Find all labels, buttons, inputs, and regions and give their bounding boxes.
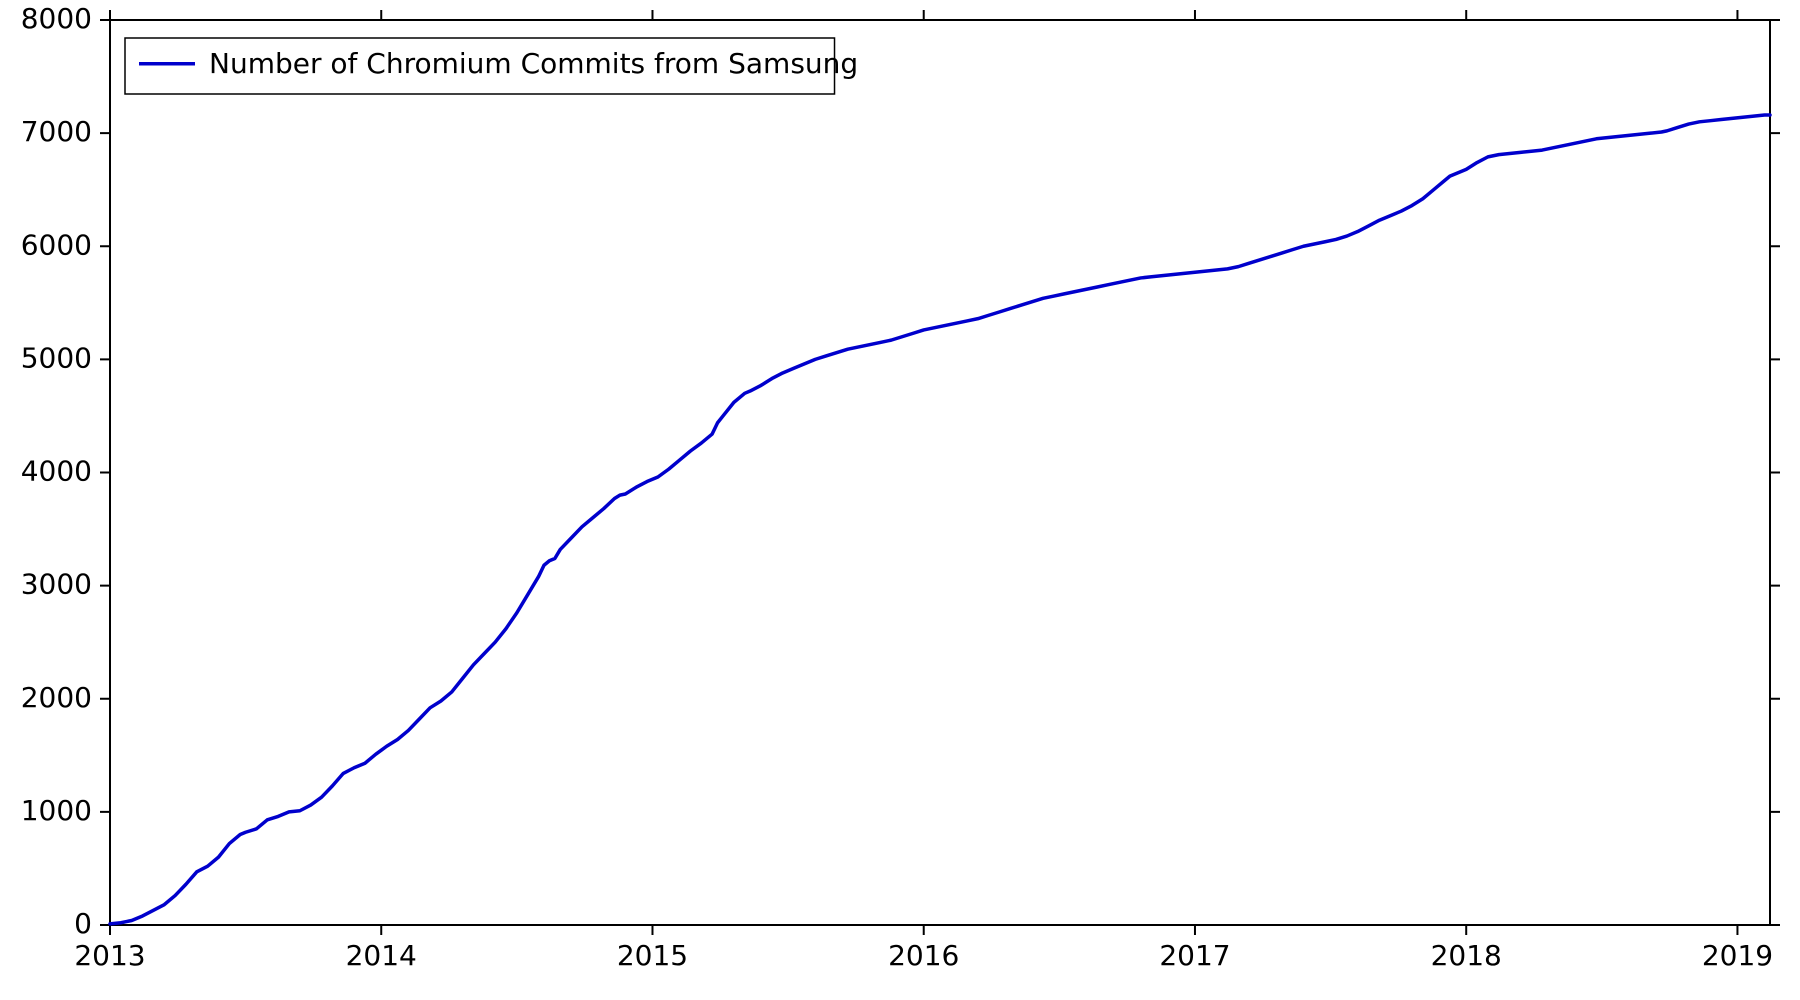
y-tick-label: 2000: [21, 681, 92, 714]
y-tick-label: 4000: [21, 455, 92, 488]
chart-container: 0 1000 2000 3000 4000 5000 6000 7000 8000 2013 201…: [0, 0, 1800, 1000]
x-tick-label: 2018: [1431, 939, 1502, 972]
y-tick-label: 7000: [21, 115, 92, 148]
line-chart: 0 1000 2000 3000 4000 5000 6000 7000 8000 2013 201…: [0, 0, 1800, 1000]
x-tick-label: 2019: [1702, 939, 1773, 972]
y-tick-label: 6000: [21, 228, 92, 261]
y-tick-label: 0: [74, 907, 92, 940]
x-tick-label: 2014: [346, 939, 417, 972]
x-tick-label: 2017: [1159, 939, 1230, 972]
y-tick-label: 1000: [21, 794, 92, 827]
legend: Number of Chromium Commits from Samsung: [125, 38, 858, 94]
x-tick-label: 2016: [888, 939, 959, 972]
y-tick-label: 8000: [21, 2, 92, 35]
x-tick-label: 2015: [617, 939, 688, 972]
y-tick-label: 5000: [21, 341, 92, 374]
legend-label: Number of Chromium Commits from Samsung: [209, 47, 858, 80]
x-tick-label: 2013: [74, 939, 145, 972]
y-tick-label: 3000: [21, 568, 92, 601]
